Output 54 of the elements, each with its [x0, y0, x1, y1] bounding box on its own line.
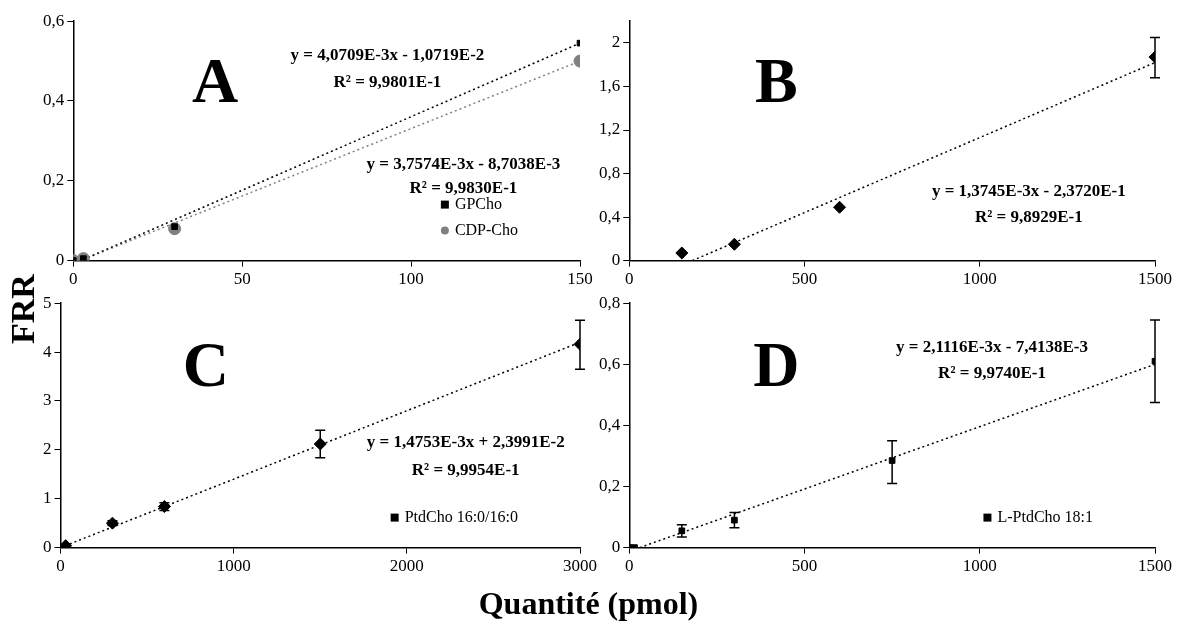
y-tick-label: 0,4: [599, 206, 621, 226]
annotation: y = 3,7574E-3x - 8,7038E-3: [366, 154, 561, 174]
x-tick-label: 100: [398, 269, 424, 289]
legend-label: L-PtdCho 18:1: [997, 507, 1093, 525]
x-tick-label: 1000: [962, 556, 997, 576]
annotation: y = 2,1116E-3x - 7,4138E-3: [896, 336, 1089, 356]
y-axis-title: FRR: [4, 273, 42, 346]
y-tick-label: 0,8: [599, 163, 621, 183]
annotation: R² = 9,9954E-1: [411, 460, 520, 479]
y-tick-label: 2: [611, 32, 621, 52]
x-tick-label: 3000: [563, 556, 597, 576]
y-tick-label: 0: [43, 537, 52, 557]
y-tick-label: 4: [43, 341, 52, 361]
x-tick-label: 0: [69, 269, 78, 289]
y-tick-label: 3: [43, 390, 52, 410]
chart-title: B: [755, 45, 798, 117]
y-tick-label: 1,2: [599, 119, 621, 139]
x-tick-label: 0: [625, 269, 634, 289]
x-tick-label: 1000: [216, 556, 251, 576]
y-tick-label: 0,6: [599, 353, 621, 373]
y-tick-label: 0,4: [599, 414, 621, 434]
y-tick-label: 1,6: [599, 75, 621, 95]
x-tick-label: 2000: [389, 556, 424, 576]
y-tick-label: 0: [55, 250, 65, 270]
x-tick-label: 1000: [962, 269, 997, 289]
x-tick-label: 500: [791, 556, 818, 576]
y-tick-label: 0,4: [43, 90, 65, 110]
annotation: y = 1,3745E-3x - 2,3720E-1: [931, 180, 1126, 200]
annotation: R² = 9,9801E-1: [333, 71, 442, 91]
x-axis-title: Quantité (pmol): [477, 585, 700, 622]
y-tick-label: 1: [43, 488, 52, 508]
legend-label: CDP-Cho: [454, 220, 518, 238]
y-tick-label: 0: [611, 250, 621, 270]
x-tick-label: 150: [567, 269, 593, 289]
y-tick-label: 0,2: [599, 475, 621, 495]
x-tick-label: 0: [625, 556, 634, 576]
annotation: y = 1,4753E-3x + 2,3991E-2: [366, 431, 565, 451]
x-tick-label: 1500: [1138, 269, 1172, 289]
legend-label: PtdCho 16:0/16:0: [404, 507, 519, 525]
y-tick-label: 0,8: [599, 292, 621, 312]
annotation: y = 4,0709E-3x - 1,0719E-2: [290, 45, 485, 65]
chart-title: A: [192, 45, 239, 117]
annotation: R² = 9,8929E-1: [974, 206, 1083, 226]
chart-title: C: [182, 328, 230, 400]
chart-title: D: [753, 328, 800, 400]
x-tick-label: 50: [233, 269, 251, 289]
y-tick-label: 2: [43, 439, 52, 459]
x-tick-label: 500: [791, 269, 818, 289]
y-tick-label: 5: [43, 292, 52, 312]
annotation: R² = 9,9740E-1: [938, 363, 1046, 383]
y-tick-label: 0,2: [43, 170, 65, 190]
x-tick-label: 1500: [1138, 556, 1172, 576]
y-tick-label: 0,6: [43, 10, 65, 30]
y-tick-label: 0: [611, 537, 621, 557]
